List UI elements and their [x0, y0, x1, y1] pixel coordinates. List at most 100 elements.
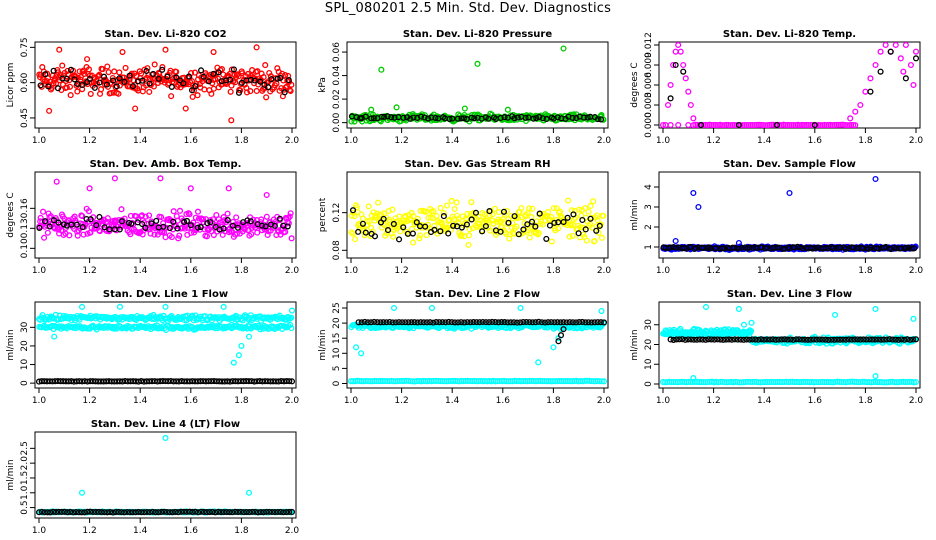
- data-point: [210, 49, 217, 56]
- data-point: [717, 245, 724, 252]
- x-tick-label: 2.0: [285, 136, 300, 146]
- data-point: [274, 75, 281, 82]
- data-point: [171, 74, 178, 81]
- data-point: [84, 56, 91, 63]
- data-point: [285, 220, 292, 227]
- data-point: [162, 434, 169, 442]
- data-point: [489, 211, 496, 218]
- y-tick-label: 0: [644, 381, 654, 387]
- data-point: [474, 114, 481, 121]
- data-point: [149, 508, 156, 515]
- y-axis-label: ml/min: [630, 329, 640, 360]
- y-tick-label: 0: [332, 380, 342, 386]
- data-point: [594, 217, 601, 224]
- data-point: [515, 231, 522, 238]
- data-point: [426, 319, 434, 326]
- data-point: [218, 66, 225, 73]
- data-point: [719, 122, 726, 128]
- data-point: [240, 509, 247, 516]
- data-point: [772, 336, 779, 343]
- x-tick-label: 1.0: [32, 526, 47, 536]
- chart-panel-10: Stan. Dev. Line 4 (LT) Flow 1.0 1.2 1.4 1.6 1…: [6, 419, 299, 536]
- data-point: [101, 224, 108, 231]
- data-point: [803, 121, 810, 128]
- chart-title: Stan. Dev. Line 2 Flow: [415, 289, 540, 300]
- data-point: [501, 114, 508, 121]
- data-point: [416, 235, 423, 242]
- data-point: [104, 215, 111, 222]
- chart-panel-9: Stan. Dev. Line 3 Flow 1.0 1.2 1.4 1.6 1.8 2.0…: [630, 289, 923, 406]
- page-title: SPL_080201 2.5 Min. Std. Dev. Diagnostic…: [324, 1, 612, 16]
- data-point: [67, 508, 74, 516]
- data-point: [384, 227, 392, 234]
- data-point: [79, 224, 86, 231]
- data-point: [232, 508, 239, 515]
- x-tick-label: 1.8: [546, 266, 561, 276]
- data-point: [228, 117, 235, 124]
- data-point: [890, 244, 898, 251]
- data-point: [735, 121, 742, 128]
- data-point: [883, 336, 890, 343]
- y-tick-label: 0.009: [644, 52, 654, 78]
- data-point: [384, 113, 391, 120]
- y-axis-label: Licor ppm: [6, 63, 16, 108]
- data-point: [809, 245, 816, 252]
- data-point: [212, 76, 219, 83]
- data-point: [185, 73, 193, 80]
- data-point: [598, 234, 605, 241]
- data-point: [460, 115, 468, 122]
- data-point: [280, 509, 287, 516]
- data-point: [109, 509, 116, 516]
- data-point: [282, 72, 289, 79]
- data-point: [791, 244, 798, 251]
- data-point: [740, 336, 747, 343]
- x-tick-label: 1.6: [496, 266, 511, 276]
- data-point: [555, 338, 562, 345]
- x-tick-label: 1.2: [706, 396, 720, 406]
- data-point: [680, 61, 687, 69]
- data-point: [142, 224, 149, 231]
- data-point: [142, 213, 149, 220]
- data-point: [428, 304, 436, 312]
- data-point: [690, 336, 698, 343]
- data-point: [747, 327, 755, 335]
- data-point: [189, 508, 196, 516]
- y-tick-label: 20: [332, 317, 342, 329]
- data-point: [903, 244, 910, 251]
- data-point: [210, 231, 217, 239]
- y-tick-label: 1.0: [20, 485, 30, 500]
- y-tick-label: 1.5: [20, 471, 30, 485]
- data-point: [784, 336, 791, 343]
- data-point: [245, 489, 253, 496]
- data-point: [375, 199, 382, 206]
- data-point: [532, 319, 539, 326]
- y-tick-label: 0.45: [20, 108, 30, 128]
- data-point: [230, 66, 237, 73]
- data-point: [790, 336, 797, 343]
- data-point: [281, 89, 288, 96]
- data-point: [68, 221, 75, 228]
- data-point: [235, 352, 242, 359]
- data-point: [670, 243, 677, 251]
- y-tick-label: 15: [332, 332, 342, 343]
- x-tick-label: 1.8: [234, 526, 249, 536]
- data-point: [495, 319, 502, 326]
- data-point: [163, 508, 170, 516]
- data-point: [47, 509, 54, 516]
- data-point: [745, 122, 752, 128]
- data-point: [673, 244, 680, 251]
- data-point: [364, 218, 371, 225]
- data-point: [723, 336, 730, 343]
- data-point: [223, 509, 230, 516]
- x-tick-label: 1.2: [82, 396, 96, 406]
- data-point: [667, 95, 674, 102]
- data-point: [458, 224, 465, 231]
- data-point: [52, 80, 60, 87]
- data-point: [828, 336, 835, 343]
- data-point: [141, 509, 148, 516]
- data-point: [358, 319, 365, 326]
- data-point: [244, 217, 251, 224]
- x-tick-label: 1.4: [133, 396, 148, 406]
- data-point: [869, 336, 876, 343]
- x-tick-label: 2.0: [909, 266, 924, 276]
